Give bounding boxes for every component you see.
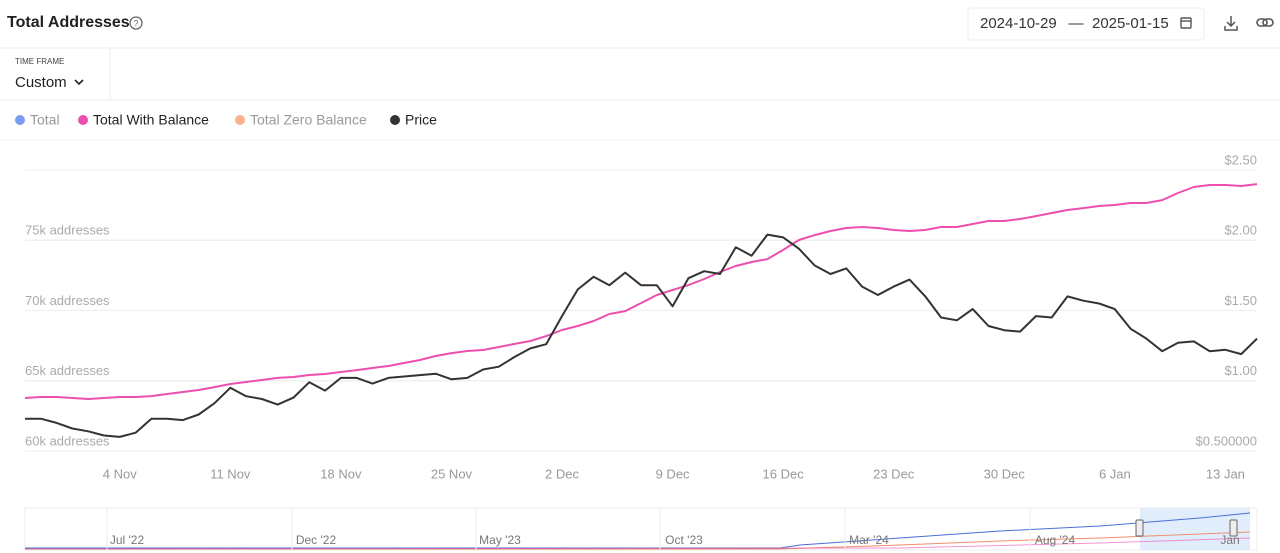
x-tick-label: 2 Dec bbox=[545, 466, 579, 481]
title: Total Addresses bbox=[7, 14, 130, 31]
navigator-label: Jul '22 bbox=[110, 533, 145, 547]
y-tick-label: 70k addresses bbox=[25, 293, 110, 308]
y2-tick-label: $1.50 bbox=[1224, 293, 1257, 308]
date-end[interactable]: 2025-01-15 bbox=[1092, 15, 1169, 32]
legend-label[interactable]: Price bbox=[405, 112, 437, 128]
legend-item[interactable]: Price bbox=[390, 112, 437, 128]
navigator-label: Jan bbox=[1220, 533, 1239, 547]
navigator-label: Dec '22 bbox=[296, 533, 337, 547]
y-tick-label: 75k addresses bbox=[25, 223, 110, 238]
timeframe-value[interactable]: Custom bbox=[15, 74, 67, 91]
y-tick-label: 65k addresses bbox=[25, 363, 110, 378]
navigator-label: Oct '23 bbox=[665, 533, 703, 547]
legend-label[interactable]: Total Zero Balance bbox=[250, 112, 367, 128]
legend-item[interactable]: Total bbox=[15, 112, 60, 128]
grid: 60k addresses 65k addresses 70k addresses 7… bbox=[25, 152, 1257, 481]
navigator-label: May '23 bbox=[479, 533, 521, 547]
legend: Total Total With Balance Total Zero Balanc… bbox=[15, 112, 437, 128]
svg-text:?: ? bbox=[133, 18, 138, 28]
plot bbox=[24, 183, 1258, 438]
x-tick-label: 25 Nov bbox=[431, 466, 473, 481]
legend-dot bbox=[78, 115, 88, 125]
x-tick-label: 13 Jan bbox=[1206, 466, 1245, 481]
navigator: Jul '22 Dec '22 May '23 Oct '23 Mar '24 Aug '… bbox=[24, 507, 1258, 551]
x-tick-label: 9 Dec bbox=[656, 466, 690, 481]
y2-tick-label: $2.50 bbox=[1224, 152, 1257, 167]
y2-tick-label: $1.00 bbox=[1224, 363, 1257, 378]
legend-label[interactable]: Total With Balance bbox=[93, 112, 209, 128]
x-tick-label: 18 Nov bbox=[320, 466, 362, 481]
x-tick-label: 6 Jan bbox=[1099, 466, 1131, 481]
legend-dot bbox=[235, 115, 245, 125]
series-line bbox=[25, 233, 1258, 438]
navigator-label: Mar '24 bbox=[849, 533, 889, 547]
y2-tick-label: $0.500000 bbox=[1196, 433, 1257, 448]
y2-tick-label: $2.00 bbox=[1224, 223, 1257, 238]
x-tick-label: 16 Dec bbox=[763, 466, 805, 481]
navigator-label: Aug '24 bbox=[1035, 533, 1076, 547]
legend-item[interactable]: Total With Balance bbox=[78, 112, 209, 128]
series-line bbox=[24, 183, 1258, 400]
timeframe-label: TIME FRAME bbox=[15, 57, 64, 66]
date-start[interactable]: 2024-10-29 bbox=[980, 15, 1057, 32]
dropdown-icon[interactable] bbox=[74, 79, 84, 86]
x-tick-label: 11 Nov bbox=[210, 466, 251, 481]
y-tick-label: 60k addresses bbox=[25, 433, 110, 448]
link-icon[interactable] bbox=[1256, 18, 1274, 27]
calendar-icon[interactable] bbox=[1180, 17, 1192, 29]
x-tick-label: 23 Dec bbox=[873, 466, 915, 481]
legend-dot bbox=[390, 115, 400, 125]
legend-item[interactable]: Total Zero Balance bbox=[235, 112, 367, 128]
date-separator: — bbox=[1069, 15, 1084, 32]
legend-dot bbox=[15, 115, 25, 125]
download-icon[interactable] bbox=[1224, 16, 1238, 31]
help-icon[interactable]: ? bbox=[129, 16, 143, 30]
x-tick-label: 30 Dec bbox=[984, 466, 1026, 481]
legend-label[interactable]: Total bbox=[30, 112, 60, 128]
x-tick-label: 4 Nov bbox=[103, 466, 137, 481]
date-range[interactable] bbox=[967, 7, 1205, 41]
